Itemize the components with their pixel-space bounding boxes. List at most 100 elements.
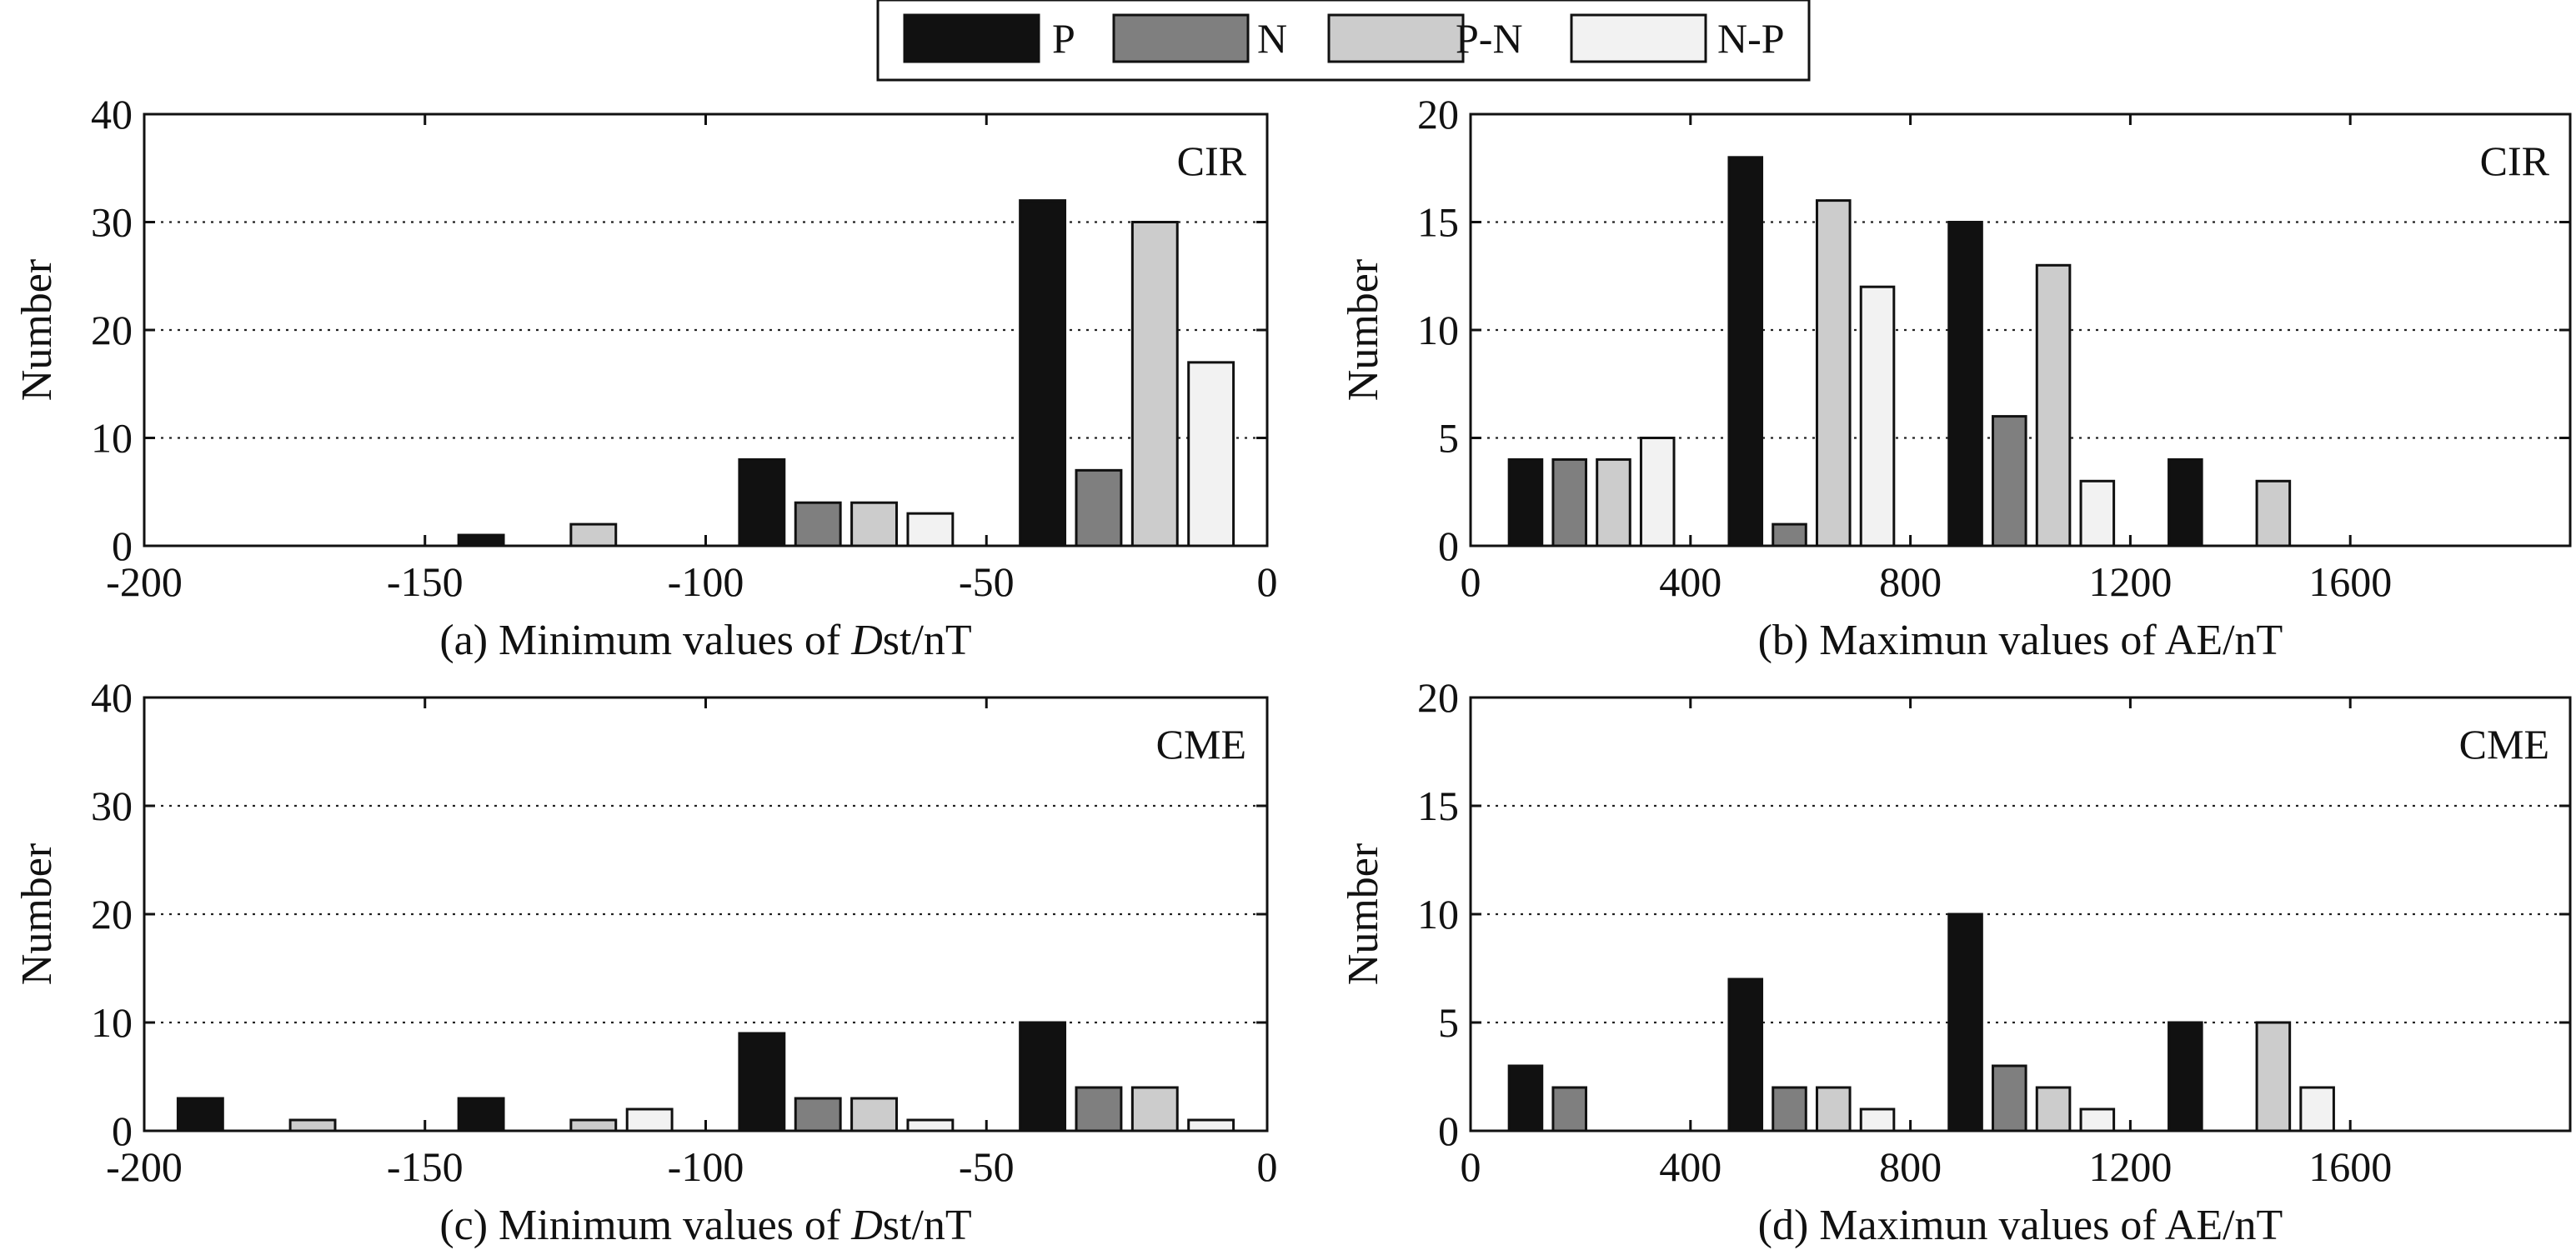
bar-p-n: [1130, 1086, 1179, 1132]
bar-p-n: [288, 1118, 337, 1132]
bar-p-n: [850, 501, 898, 548]
x-tick-label: -100: [668, 1143, 744, 1190]
x-tick-label: 800: [1879, 558, 1942, 605]
y-tick-label: 40: [91, 674, 133, 721]
x-tick-label: 0: [1257, 558, 1278, 605]
bar-n-p: [906, 512, 955, 548]
bar-p-n: [569, 522, 618, 548]
bar-p: [457, 1097, 505, 1132]
x-tick-label: -100: [668, 558, 744, 605]
bar-p-n: [2035, 263, 2072, 548]
bar-n-p: [1859, 285, 1896, 548]
bar-p-n: [1596, 458, 1631, 548]
bar-p: [2168, 1021, 2203, 1132]
bar-p: [1947, 221, 1983, 548]
bar-p: [457, 533, 505, 548]
y-tick-label: 0: [112, 522, 133, 569]
bar-n: [1992, 415, 2027, 548]
caption-text: (d) Maximun values of AE/nT: [1758, 1202, 2283, 1249]
y-tick-label: 0: [112, 1108, 133, 1154]
x-tick-label: 400: [1659, 1143, 1722, 1190]
y-tick-label: 40: [91, 91, 133, 138]
bar-n-p: [625, 1108, 674, 1132]
x-axis-caption: (a) Minimum values of Dst/nT: [439, 617, 971, 664]
x-tick-label: 1600: [2308, 1143, 2392, 1190]
bar-p: [2168, 458, 2203, 548]
y-tick-label: 15: [1417, 782, 1459, 829]
y-tick-label: 5: [1438, 999, 1459, 1046]
legend-label-p: P: [1052, 15, 1075, 62]
y-axis-label: Number: [1340, 843, 1387, 985]
legend-swatch-n: [1112, 13, 1250, 63]
bar-p: [1947, 912, 1983, 1132]
x-tick-label: -50: [959, 558, 1015, 605]
y-tick-label: 10: [1417, 891, 1459, 938]
x-tick-label: -50: [959, 1143, 1015, 1190]
bar-p-n: [569, 1118, 618, 1132]
bar-p: [1727, 978, 1764, 1132]
y-tick-label: 20: [91, 307, 133, 353]
y-tick-label: 15: [1417, 199, 1459, 246]
bar-n: [1075, 468, 1123, 548]
x-tick-label: -150: [387, 558, 464, 605]
bar-n: [794, 1097, 842, 1132]
panel-label: CME: [2459, 721, 2549, 768]
y-tick-label: 10: [1417, 307, 1459, 353]
panel-label: CIR: [1177, 138, 1247, 184]
chart-panel-d: 0 5 10 15 20 0 400 800 1200 1600 CME Number (d) Maxi…: [1340, 674, 2572, 1249]
y-tick-label: 0: [1438, 1108, 1459, 1154]
bar-n-p: [1187, 1118, 1235, 1132]
legend-label-n: N: [1257, 15, 1287, 62]
bar-p-n: [1815, 1086, 1852, 1132]
y-tick-label: 10: [91, 415, 133, 462]
bar-n: [1772, 1086, 1807, 1132]
x-tick-label: -200: [106, 1143, 183, 1190]
bar-p: [1507, 458, 1544, 548]
y-tick-label: 30: [91, 199, 133, 246]
caption-suffix-text: st/nT: [883, 1202, 972, 1249]
x-tick-label: 0: [1257, 1143, 1278, 1190]
bar-n-p: [1639, 437, 1676, 548]
legend-swatch-p-n: [1327, 13, 1465, 63]
x-axis-caption: (d) Maximun values of AE/nT: [1758, 1202, 2283, 1249]
x-tick-label: -200: [106, 558, 183, 605]
y-tick-label: 30: [91, 782, 133, 829]
x-tick-label: 1200: [2088, 1143, 2172, 1190]
panel-label: CME: [1156, 721, 1246, 768]
caption-italic-text: D: [850, 1202, 883, 1249]
plot-area: [1471, 698, 2570, 1131]
bar-n-p: [906, 1118, 955, 1132]
bar-p: [738, 458, 786, 548]
x-tick-label: 1200: [2088, 558, 2172, 605]
chart-panel-c: 0 10 20 30 40 -200 -150 -100 -50 0 CME Number (c) Mi…: [13, 674, 1278, 1249]
x-axis-caption: (c) Minimum values of Dst/nT: [439, 1202, 971, 1249]
x-tick-label: 400: [1659, 558, 1722, 605]
bar-n: [1551, 1086, 1587, 1132]
caption-italic-text: D: [850, 617, 883, 664]
y-tick-label: 10: [91, 999, 133, 1046]
caption-text: (b) Maximun values of AE/nT: [1758, 617, 2283, 664]
bar-n-p: [2079, 1108, 2116, 1132]
y-tick-label: 0: [1438, 522, 1459, 569]
caption-text: (a) Minimum values of: [439, 617, 851, 664]
y-axis-label: Number: [1340, 259, 1387, 401]
bar-p: [1507, 1064, 1544, 1132]
y-tick-label: 5: [1438, 415, 1459, 462]
bar-p-n: [850, 1097, 898, 1132]
bar-n-p: [2299, 1086, 2335, 1132]
bar-n: [1075, 1086, 1123, 1132]
bar-n: [1992, 1064, 2027, 1132]
x-tick-label: 800: [1879, 1143, 1942, 1190]
x-tick-label: 0: [1461, 558, 1481, 605]
bar-p-n: [1130, 221, 1179, 548]
bar-n: [794, 501, 842, 548]
legend-label-p-n: P-N: [1456, 15, 1523, 62]
bar-p: [738, 1032, 786, 1132]
y-tick-label: 20: [91, 891, 133, 938]
bar-p-n: [2035, 1086, 2072, 1132]
bar-p-n: [2255, 1021, 2292, 1132]
y-tick-label: 20: [1417, 91, 1459, 138]
bar-n: [1551, 458, 1587, 548]
bar-p: [1727, 156, 1764, 548]
